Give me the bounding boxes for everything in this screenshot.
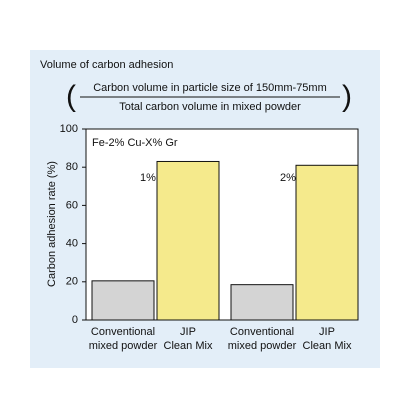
x-tick-label: Clean Mix [164,340,213,352]
y-axis-label: Carbon adhesion rate (%) [46,161,58,287]
x-tick-label: Conventional [91,326,155,338]
chart-title: Volume of carbon adhesion [40,59,173,71]
y-tick-label: 80 [66,161,78,173]
bar [91,280,155,321]
formula-numerator: Carbon volume in particle size of 150mm-… [93,82,327,94]
x-tick-label: Conventional [230,326,294,338]
bar [156,160,220,321]
y-tick-label: 0 [72,314,78,326]
subtitle: Fe-2% Cu-X% Gr [92,137,178,149]
formula-denominator: Total carbon volume in mixed powder [119,101,301,113]
bar [230,284,294,321]
y-tick-label: 60 [66,199,78,211]
x-tick-label: mixed powder [89,340,158,352]
paren: ( [66,80,76,113]
bar [295,164,359,321]
x-tick-label: Clean Mix [303,340,352,352]
x-tick-label: mixed powder [228,340,297,352]
paren: ) [342,80,352,113]
y-tick-label: 100 [60,123,78,135]
y-tick-label: 20 [66,276,78,288]
x-tick-label: JIP [319,326,335,338]
y-tick-label: 40 [66,238,78,250]
x-tick-label: JIP [180,326,196,338]
